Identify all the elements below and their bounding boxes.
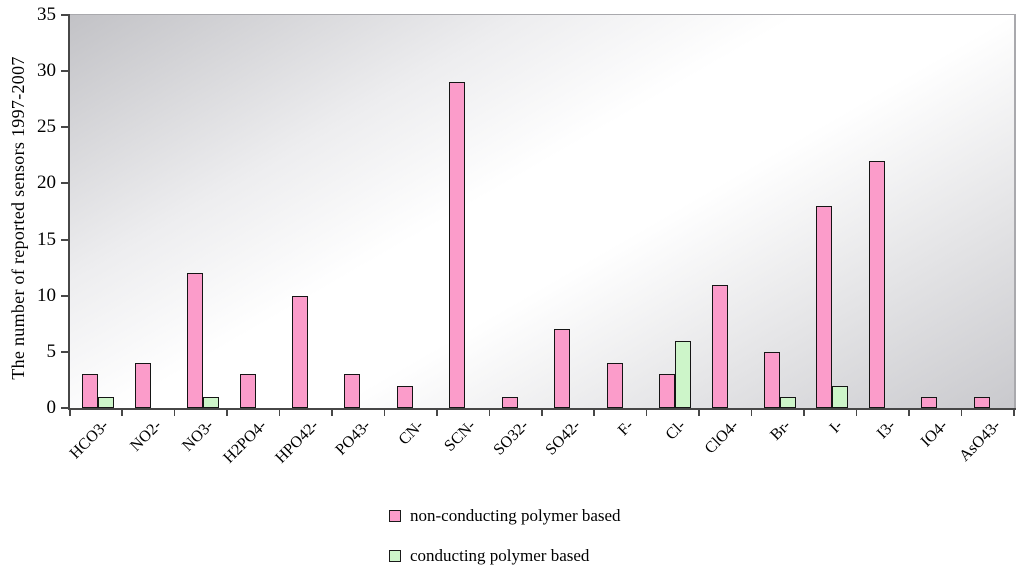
x-tick-mark <box>908 410 910 416</box>
x-tick-mark <box>855 410 858 416</box>
bar-non-conducting-PO43- <box>344 374 361 408</box>
bar-non-conducting-I- <box>816 205 833 408</box>
legend-label-conducting: conducting polymer based <box>410 545 590 565</box>
bar-conducting-Cl- <box>675 340 692 408</box>
x-tick-mark <box>803 410 805 416</box>
plot-border-right <box>1014 14 1016 409</box>
y-tick-label: 0 <box>46 397 57 418</box>
x-tick-mark <box>436 410 438 416</box>
bar-non-conducting-SCN- <box>449 82 466 408</box>
bar-non-conducting-Cl- <box>659 374 676 408</box>
bar-non-conducting-AsO43- <box>973 396 990 408</box>
y-tick-mark <box>61 70 68 73</box>
legend-swatch-conducting-icon <box>389 549 401 562</box>
y-tick-mark <box>61 350 68 353</box>
y-tick-label: 20 <box>37 172 56 194</box>
x-tick-mark <box>960 410 963 416</box>
bar-non-conducting-NO2- <box>134 363 151 408</box>
y-tick-label: 5 <box>46 340 57 362</box>
bar-non-conducting-F- <box>606 363 623 408</box>
legend-swatch-non-conducting-icon <box>389 509 401 522</box>
bar-non-conducting-H2PO4- <box>239 374 256 408</box>
y-tick-label: 25 <box>37 116 56 138</box>
x-tick-mark <box>331 410 333 416</box>
x-tick-mark <box>593 410 595 416</box>
legend: non-conducting polymer based conducting … <box>389 505 621 566</box>
bar-non-conducting-CN- <box>396 385 413 408</box>
y-axis-line <box>68 14 70 410</box>
y-tick-mark <box>61 14 68 16</box>
y-tick-label: 15 <box>37 228 56 250</box>
x-tick-mark <box>488 410 491 416</box>
bar-non-conducting-SO32- <box>501 396 518 408</box>
x-tick-mark <box>278 410 281 416</box>
plot-border-top <box>70 14 1016 15</box>
bar-conducting-NO3- <box>203 396 220 408</box>
x-tick-mark <box>1013 410 1015 416</box>
x-tick-mark <box>226 410 228 416</box>
y-tick-label: 10 <box>37 284 56 306</box>
bar-non-conducting-I3- <box>868 161 885 408</box>
x-tick-mark <box>645 410 648 416</box>
legend-label-non-conducting: non-conducting polymer based <box>410 505 621 525</box>
plot-area <box>70 15 1014 408</box>
legend-item-conducting: conducting polymer based <box>389 545 621 566</box>
bar-non-conducting-NO3- <box>187 273 204 408</box>
bar-conducting-I- <box>832 385 849 408</box>
bar-non-conducting-SO42- <box>554 329 571 408</box>
y-tick-mark <box>61 126 68 129</box>
x-tick-mark <box>698 410 700 416</box>
bar-conducting-Br- <box>780 396 796 408</box>
x-tick-mark <box>173 410 176 416</box>
y-tick-label: 30 <box>37 60 56 82</box>
x-axis-line <box>68 408 1016 410</box>
bar-non-conducting-ClO4- <box>711 284 728 408</box>
bar-conducting-HCO3- <box>98 396 115 408</box>
x-tick-mark <box>121 410 123 416</box>
bar-non-conducting-HCO3- <box>82 374 99 408</box>
x-tick-mark <box>750 410 753 416</box>
legend-item-non-conducting: non-conducting polymer based <box>389 505 621 526</box>
bar-non-conducting-Br- <box>764 351 780 408</box>
x-tick-mark <box>69 410 71 416</box>
bar-non-conducting-IO4- <box>921 396 938 408</box>
y-tick-mark <box>61 294 68 297</box>
y-tick-label: 35 <box>37 4 56 25</box>
x-tick-mark <box>541 410 543 416</box>
y-tick-mark <box>61 182 68 185</box>
y-tick-mark <box>61 407 68 409</box>
x-tick-mark <box>383 410 386 416</box>
y-tick-mark <box>61 238 68 241</box>
bar-non-conducting-HPO42- <box>292 295 308 408</box>
